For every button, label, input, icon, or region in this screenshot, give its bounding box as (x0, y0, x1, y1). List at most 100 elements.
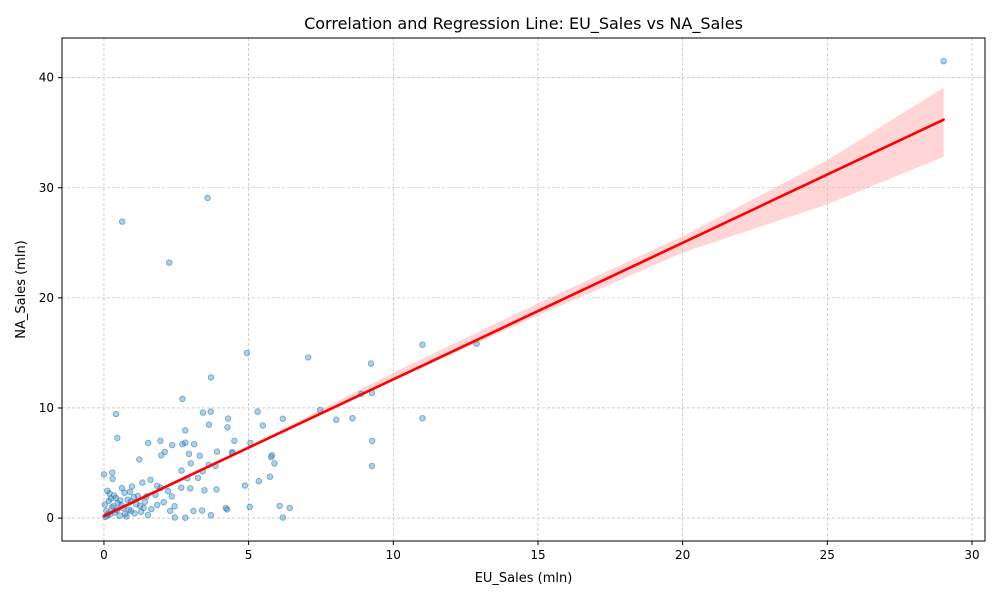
scatter-point (246, 503, 253, 511)
scatter-point (333, 416, 340, 423)
y-tick-label: 0 (46, 511, 54, 525)
y-tick-label: 20 (39, 291, 54, 305)
scatter-point (266, 473, 274, 480)
scatter-point (241, 482, 249, 489)
scatter-point (168, 493, 175, 500)
scatter-point (276, 502, 283, 510)
scatter-point (128, 483, 136, 490)
scatter-point (940, 58, 947, 65)
x-tick-label: 10 (386, 548, 401, 562)
scatter-point (207, 408, 214, 415)
scatter-point (171, 503, 178, 510)
scatter-point (213, 448, 221, 455)
x-tick-label: 15 (530, 548, 545, 562)
scatter-point (268, 453, 275, 461)
scatter-point (101, 501, 108, 508)
y-tick-label: 10 (39, 401, 54, 415)
scatter-point (140, 504, 147, 512)
scatter-point (144, 511, 152, 519)
scatter-point (419, 341, 426, 348)
scatter-point (243, 349, 251, 357)
scatter-point (171, 514, 178, 521)
scatter-point (153, 501, 161, 508)
scatter-point (369, 437, 376, 445)
scatter-point (144, 439, 152, 447)
scatter-point (148, 505, 155, 513)
scatter-point (224, 424, 231, 431)
scatter-point (349, 415, 356, 422)
grid (62, 38, 985, 541)
x-tick-label: 5 (245, 548, 253, 562)
scatter-point (164, 487, 172, 495)
scatter-point (153, 482, 161, 489)
y-axis-label: NA_Sales (mln) (14, 240, 29, 339)
scatter-point (109, 475, 116, 483)
scatter-point (190, 441, 198, 448)
scatter-point (190, 507, 197, 515)
scatter-point (259, 422, 266, 429)
scatter-point (286, 504, 293, 512)
scatter-point (157, 452, 165, 459)
scatter-point (160, 499, 167, 506)
y-tick-label: 40 (39, 71, 54, 85)
scatter-point (279, 415, 286, 422)
x-tick-label: 0 (100, 548, 108, 562)
scatter-point (185, 450, 193, 457)
scatter-point (106, 490, 113, 497)
y-tick-label: 30 (39, 181, 54, 195)
scatter-point (201, 487, 208, 494)
scatter-point (166, 259, 173, 266)
scatter-point (187, 460, 194, 467)
x-tick-label: 20 (675, 548, 690, 562)
scatter-point (118, 218, 126, 225)
scatter-point (182, 514, 189, 521)
x-axis-ticks: 0 5 10 15 20 25 30 (100, 541, 980, 562)
scatter-point (196, 452, 203, 459)
scatter-point (419, 415, 426, 422)
scatter-point (118, 484, 126, 492)
scatter-point (179, 395, 186, 402)
scatter-point (168, 441, 176, 449)
scatter-point (166, 507, 174, 514)
plot-frame (61, 37, 986, 542)
scatter-point (110, 503, 117, 510)
x-axis-label: EU_Sales (mln) (475, 571, 573, 586)
scatter-point (204, 194, 211, 202)
x-tick-label: 30 (964, 548, 979, 562)
scatter-point (182, 439, 189, 446)
scatter-point (207, 374, 215, 381)
regression-line (102, 118, 945, 518)
scatter-point (231, 437, 238, 445)
scatter-point (177, 484, 185, 491)
scatter-point (223, 506, 231, 513)
scatter-point (116, 497, 124, 504)
scatter-point (124, 496, 131, 503)
scatter-point (112, 410, 120, 418)
scatter-point (198, 507, 206, 514)
scatter-point (127, 507, 135, 515)
scatter-point (224, 415, 232, 422)
scatter-point (136, 456, 143, 463)
y-axis-ticks: 0 10 20 30 40 (39, 71, 62, 525)
scatter-point (157, 437, 164, 444)
scatter-point (255, 477, 262, 485)
scatter-point (367, 360, 375, 367)
scatter-point (213, 486, 220, 493)
chart-title: Correlation and Regression Line: EU_Sale… (304, 14, 743, 34)
scatter-point (178, 467, 185, 474)
scatter-point (186, 485, 194, 492)
regression-line-layer (102, 118, 945, 518)
x-tick-label: 25 (820, 548, 835, 562)
scatter-point (368, 462, 376, 470)
scatter-point (100, 471, 108, 478)
scatter-point (116, 512, 123, 519)
scatter-point (139, 479, 146, 486)
scatter-point (207, 512, 215, 519)
scatter-point (182, 427, 189, 434)
scatter-point (254, 408, 261, 415)
scatter-point (305, 354, 312, 361)
scatter-point (141, 498, 148, 505)
